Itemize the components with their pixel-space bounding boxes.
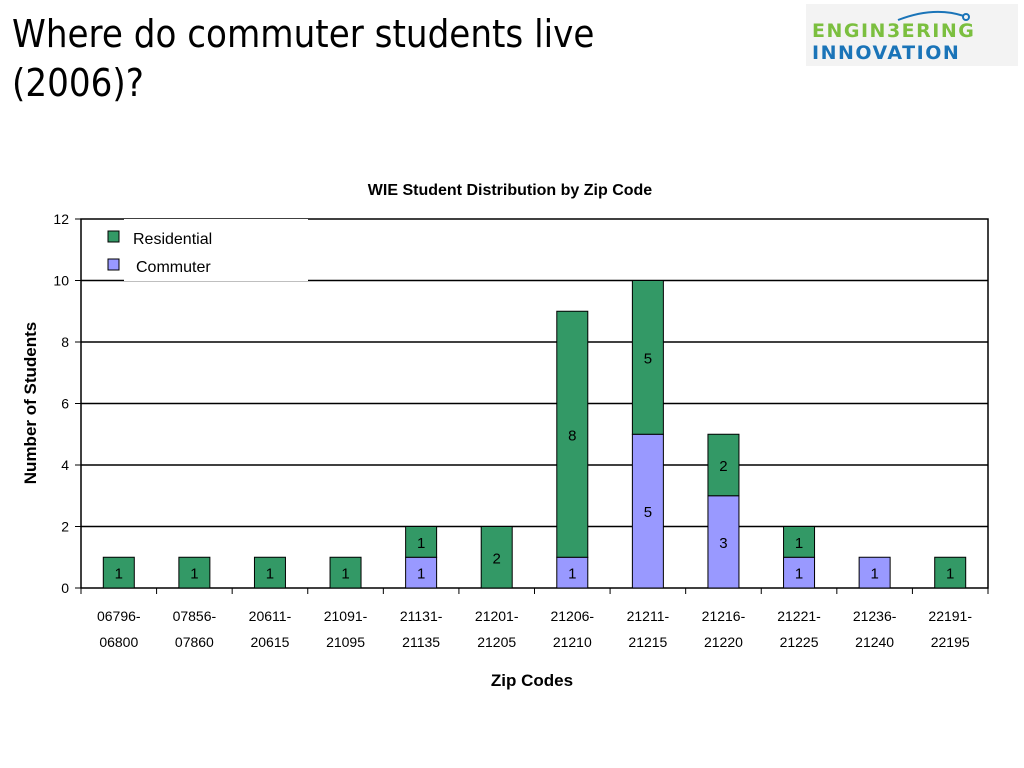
bar-segment-residential <box>329 556 362 589</box>
data-label: 1 <box>946 566 954 583</box>
x-tick-label: 21131- <box>400 608 443 624</box>
logo-arc-icon <box>897 10 970 21</box>
x-tick-label: 20615 <box>250 634 289 650</box>
data-label: 5 <box>644 504 652 521</box>
slide-title: Where do commuter students live (2006)? <box>12 10 696 109</box>
bar-segment-residential <box>102 556 135 589</box>
y-tick-label: 2 <box>61 519 69 535</box>
y-tick-label: 12 <box>53 211 69 227</box>
x-tick-label: 21135 <box>402 634 440 650</box>
bar-segment-commuter <box>631 433 664 589</box>
bar-segment-commuter <box>707 495 740 589</box>
bar-segment-residential <box>178 556 211 589</box>
data-label: 1 <box>795 566 803 583</box>
slide-title-line-1: Where do commuter students live <box>12 12 595 56</box>
chart-title: WIE Student Distribution by Zip Code <box>368 182 653 199</box>
slide-title-line-2: (2006)? <box>12 61 144 106</box>
bar-segment-residential <box>556 310 589 558</box>
legend-swatch-commuter <box>107 258 120 271</box>
x-tick-label: 21210 <box>553 634 592 650</box>
x-axis-title: Zip Codes <box>491 671 573 690</box>
logo-line-1: ENGIN3ERING <box>812 20 976 42</box>
data-label: 2 <box>493 550 501 567</box>
bar-segment-residential <box>253 556 286 589</box>
logo-line-2: INNOVATION <box>812 42 961 64</box>
x-tick-label: 07856- <box>173 608 217 624</box>
y-tick-label: 0 <box>61 580 69 596</box>
bar-segment-residential <box>707 433 740 497</box>
bar-segment-residential <box>934 556 967 589</box>
data-label: 1 <box>266 566 274 583</box>
data-label: 8 <box>568 427 576 444</box>
data-label: 2 <box>719 458 727 475</box>
bar-segment-commuter <box>783 556 816 589</box>
data-label: 1 <box>417 535 425 552</box>
x-tick-label: 22191- <box>928 608 972 624</box>
data-label: 5 <box>644 350 652 367</box>
y-tick-label: 4 <box>61 457 69 473</box>
x-tick-label: 21225 <box>780 634 819 650</box>
data-label: 1 <box>568 566 576 583</box>
x-tick-label: 21201- <box>475 608 519 624</box>
x-tick-label: 21236- <box>853 608 897 624</box>
x-tick-label: 21221- <box>777 608 821 624</box>
data-label: 1 <box>795 535 803 552</box>
x-tick-label: 21205 <box>477 634 516 650</box>
legend-label-residential: Residential <box>133 231 212 248</box>
legend-swatch-residential <box>107 230 120 243</box>
bar-segment-residential <box>405 526 438 558</box>
x-tick-label: 22195 <box>931 634 970 650</box>
x-tick-label: 06796- <box>97 608 141 624</box>
x-tick-label: 20611- <box>249 608 292 624</box>
data-label: 1 <box>190 566 198 583</box>
x-tick-label: 21216- <box>702 608 746 624</box>
bar-segment-residential <box>631 280 664 435</box>
y-tick-label: 10 <box>53 273 69 289</box>
data-label: 3 <box>719 535 727 552</box>
bar-segment-commuter <box>556 556 589 589</box>
y-axis-title: Number of Students <box>21 322 40 484</box>
bar-segment-commuter <box>405 556 438 589</box>
x-tick-label: 21095 <box>326 634 365 650</box>
bar-segment-commuter <box>858 556 891 589</box>
x-tick-label: 21206- <box>550 608 594 624</box>
x-tick-label: 07860 <box>175 634 214 650</box>
data-label: 1 <box>115 566 123 583</box>
x-tick-label: 06800 <box>99 634 138 650</box>
data-label: 1 <box>870 566 878 583</box>
legend-label-commuter: Commuter <box>136 259 211 276</box>
bar-segment-residential <box>480 526 513 589</box>
x-tick-label: 21091- <box>324 608 368 624</box>
data-label: 1 <box>417 566 425 583</box>
x-tick-label: 21220 <box>704 634 743 650</box>
y-tick-label: 6 <box>61 396 69 412</box>
x-tick-label: 21211- <box>627 608 670 624</box>
bar-segment-residential <box>783 526 816 558</box>
engineering-innovation-logo: ENGIN3ERING INNOVATION <box>806 4 1018 66</box>
legend-box <box>124 219 308 281</box>
y-tick-label: 8 <box>61 334 69 350</box>
x-tick-label: 21215 <box>628 634 667 650</box>
x-tick-label: 21240 <box>855 634 894 650</box>
data-label: 1 <box>341 566 349 583</box>
